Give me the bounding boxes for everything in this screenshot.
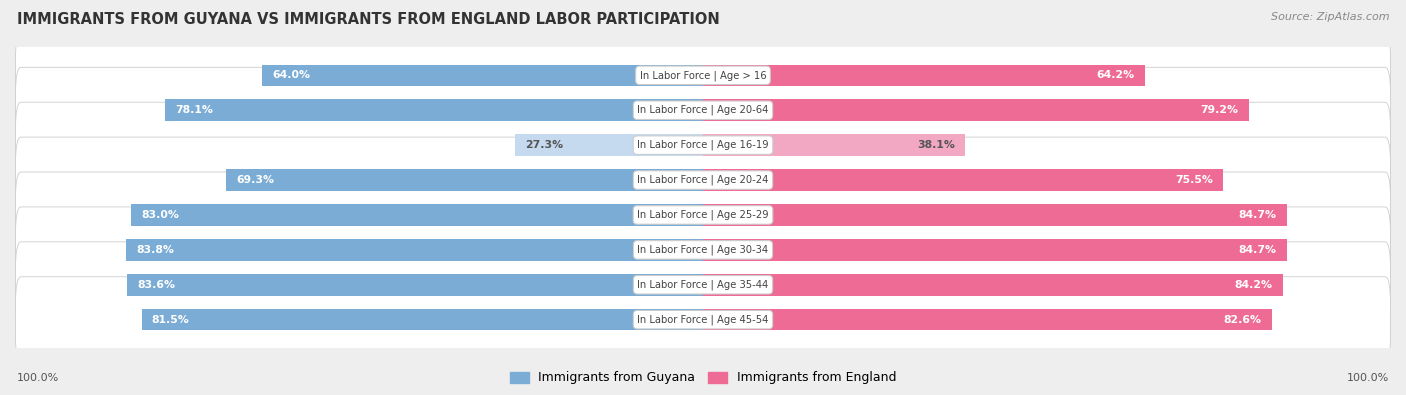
Text: 64.0%: 64.0%: [273, 70, 311, 80]
Bar: [515, 134, 703, 156]
Text: In Labor Force | Age 16-19: In Labor Force | Age 16-19: [637, 140, 769, 150]
Legend: Immigrants from Guyana, Immigrants from England: Immigrants from Guyana, Immigrants from …: [505, 367, 901, 389]
Text: 79.2%: 79.2%: [1201, 105, 1239, 115]
Bar: [703, 134, 966, 156]
Bar: [703, 309, 1272, 331]
Text: 84.2%: 84.2%: [1234, 280, 1272, 290]
Bar: [125, 239, 703, 261]
Text: 100.0%: 100.0%: [17, 373, 59, 383]
Text: 83.0%: 83.0%: [142, 210, 180, 220]
Text: 75.5%: 75.5%: [1175, 175, 1213, 185]
Bar: [142, 309, 703, 331]
FancyBboxPatch shape: [15, 242, 1391, 328]
Text: In Labor Force | Age 20-24: In Labor Force | Age 20-24: [637, 175, 769, 185]
Text: 83.8%: 83.8%: [136, 245, 174, 255]
Bar: [703, 169, 1223, 191]
Text: 38.1%: 38.1%: [917, 140, 955, 150]
Text: In Labor Force | Age 25-29: In Labor Force | Age 25-29: [637, 210, 769, 220]
FancyBboxPatch shape: [15, 67, 1391, 153]
Bar: [131, 204, 703, 226]
Text: In Labor Force | Age 35-44: In Labor Force | Age 35-44: [637, 280, 769, 290]
Text: 64.2%: 64.2%: [1097, 70, 1135, 80]
Bar: [262, 64, 703, 86]
Bar: [703, 100, 1249, 121]
FancyBboxPatch shape: [15, 102, 1391, 188]
Bar: [703, 239, 1286, 261]
Text: Source: ZipAtlas.com: Source: ZipAtlas.com: [1271, 12, 1389, 22]
FancyBboxPatch shape: [15, 32, 1391, 118]
FancyBboxPatch shape: [15, 137, 1391, 223]
Text: In Labor Force | Age > 16: In Labor Force | Age > 16: [640, 70, 766, 81]
Bar: [703, 204, 1286, 226]
Text: 27.3%: 27.3%: [526, 140, 564, 150]
Bar: [703, 64, 1146, 86]
Text: In Labor Force | Age 45-54: In Labor Force | Age 45-54: [637, 314, 769, 325]
Text: In Labor Force | Age 20-64: In Labor Force | Age 20-64: [637, 105, 769, 115]
Bar: [703, 274, 1284, 295]
Text: 84.7%: 84.7%: [1239, 210, 1277, 220]
FancyBboxPatch shape: [15, 172, 1391, 258]
Text: 83.6%: 83.6%: [138, 280, 176, 290]
Text: 82.6%: 82.6%: [1223, 315, 1261, 325]
Bar: [165, 100, 703, 121]
FancyBboxPatch shape: [15, 277, 1391, 363]
Text: 78.1%: 78.1%: [176, 105, 214, 115]
FancyBboxPatch shape: [15, 207, 1391, 293]
Text: 69.3%: 69.3%: [236, 175, 274, 185]
Bar: [225, 169, 703, 191]
Text: IMMIGRANTS FROM GUYANA VS IMMIGRANTS FROM ENGLAND LABOR PARTICIPATION: IMMIGRANTS FROM GUYANA VS IMMIGRANTS FRO…: [17, 12, 720, 27]
Text: 100.0%: 100.0%: [1347, 373, 1389, 383]
Bar: [127, 274, 703, 295]
Text: 84.7%: 84.7%: [1239, 245, 1277, 255]
Text: 81.5%: 81.5%: [152, 315, 190, 325]
Text: In Labor Force | Age 30-34: In Labor Force | Age 30-34: [637, 245, 769, 255]
